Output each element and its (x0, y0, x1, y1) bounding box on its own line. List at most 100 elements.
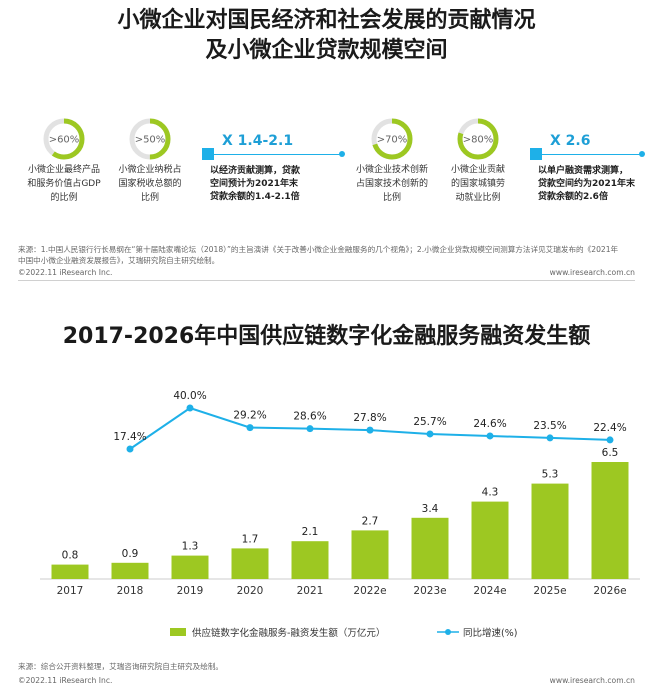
stat-donut-3: >70% (370, 117, 414, 165)
multiplier-line-end (639, 151, 645, 157)
bar (171, 555, 209, 579)
website-bottom: www.iresearch.com.cn (549, 676, 635, 685)
donut-percent: >70% (377, 135, 408, 146)
donut-percent: >50% (135, 135, 166, 146)
stat-label-line: 的国家城镇劳 (450, 179, 505, 189)
growth-label: 27.8% (353, 412, 386, 424)
source-note-1-line: 来源：1.中国人民银行行长易纲在“第十届陆家嘴论坛（2018）”的主旨演讲《关于… (18, 245, 619, 254)
bar (531, 483, 569, 579)
legend-line-label: 同比增速(%) (463, 628, 518, 639)
x-tick-label: 2018 (117, 585, 144, 597)
stat-label-line: 比例 (382, 193, 401, 203)
multiplier-description-line: 贷款空间约为2021年末 (538, 179, 636, 189)
bar-value-label: 0.9 (122, 548, 139, 560)
bar (111, 562, 149, 579)
stat-label-line: 和服务价值占GDP (27, 179, 101, 189)
growth-point (546, 434, 554, 442)
growth-point (126, 445, 134, 453)
donut-ring: >70% (371, 118, 413, 160)
multiplier-description-line: 以单户融资需求测算， (538, 166, 629, 176)
donut-fill (457, 118, 499, 160)
bar-value-label: 1.7 (242, 533, 259, 545)
growth-point (606, 436, 614, 444)
x-tick-label: 2026e (593, 585, 626, 597)
growth-point (246, 424, 254, 432)
stat-label-4: 小微企业贡献 的国家城镇劳 动就业比例 (434, 163, 522, 205)
growth-point (186, 404, 194, 412)
bar-value-label: 1.3 (182, 541, 199, 553)
growth-point (366, 426, 374, 434)
divider (18, 280, 635, 281)
donut-ring: >80% (457, 118, 499, 160)
bar (591, 462, 629, 579)
growth-point (426, 430, 434, 438)
growth-label: 23.5% (533, 420, 566, 432)
multiplier-description-line: 贷款余额的1.4-2.1倍 (210, 192, 300, 202)
stat-label-line: 小微企业最终产品 (27, 165, 100, 175)
multiplier-description: 以单户融资需求测算， 贷款空间约为2021年末 贷款余额的2.6倍 (538, 165, 635, 204)
bar-value-label: 6.5 (602, 447, 619, 459)
bar-value-label: 0.8 (62, 550, 79, 562)
chart-title: 2017-2026年中国供应链数字化金融服务融资发生额 (62, 324, 591, 349)
legend-line: 同比增速(%) (437, 625, 517, 639)
stat-label-line: 小微企业纳税占 (118, 165, 182, 175)
multiplier-marker (202, 148, 214, 160)
stat-donut-2: >50% (128, 117, 172, 165)
page-title-line1: 小微企业对国民经济和社会发展的贡献情况 (117, 8, 536, 33)
copyright: ©2022.11 iResearch Inc. (18, 268, 113, 277)
bar (411, 517, 449, 579)
x-tick-label: 2017 (57, 585, 84, 597)
donut-ring: >60% (43, 118, 85, 160)
multiplier-marker (530, 148, 542, 160)
multiplier-description-line: 以经济贡献测算，贷款 (210, 166, 301, 176)
bar-value-label: 3.4 (422, 503, 439, 515)
multiplier-description-line: 空间预计为2021年末 (210, 179, 299, 189)
growth-label: 28.6% (293, 411, 326, 423)
stat-label-line: 动就业比例 (455, 193, 501, 203)
growth-label: 29.2% (233, 410, 266, 422)
stat-label-3: 小微企业技术创新 占国家技术创新的 比例 (348, 163, 436, 205)
donut-fill (129, 118, 171, 160)
page-title-line2: 及小微企业贷款规模空间 (205, 38, 448, 63)
donut-fill (371, 118, 413, 160)
donut-fill (43, 118, 85, 160)
growth-point (306, 425, 314, 433)
x-tick-label: 2020 (237, 585, 264, 597)
donut-percent: >60% (49, 135, 80, 146)
bar (291, 541, 329, 579)
growth-point (486, 432, 494, 440)
multiplier-description: 以经济贡献测算，贷款 空间预计为2021年末 贷款余额的1.4-2.1倍 (210, 165, 300, 204)
bar (231, 548, 269, 579)
legend-bar-label: 供应链数字化金融服务-融资发生额（万亿元） (192, 628, 386, 639)
legend-line-swatch (437, 629, 459, 635)
x-tick-label: 2025e (533, 585, 566, 597)
stat-label-line: 国家税收总额的 (118, 179, 182, 189)
x-tick-label: 2021 (297, 585, 324, 597)
bar (471, 501, 509, 579)
growth-label: 17.4% (113, 431, 146, 443)
stat-donut-1: >60% (42, 117, 86, 165)
source-note-1-line: 中国中小微企业融资发展报告》，艾瑞研究院自主研究绘制。 (18, 256, 220, 265)
bar-line-chart: 0.8 2017 0.9 2018 1.3 2019 1.7 2020 2.1 2021 2.7 20… (40, 390, 640, 597)
donut-percent: >80% (463, 135, 494, 146)
source-note-2: 来源：综合公开资料整理，艾瑞咨询研究院自主研究及绘制。 (18, 662, 224, 671)
legend-bar-swatch (170, 628, 186, 636)
bar (51, 564, 89, 579)
bar-value-label: 5.3 (542, 469, 559, 481)
bar-value-label: 2.1 (302, 526, 319, 538)
multiplier-description-line: 贷款余额的2.6倍 (538, 192, 608, 202)
stat-label-line: 小微企业技术创新 (355, 165, 428, 175)
stat-label-1: 小微企业最终产品 和服务价值占GDP 的比例 (20, 163, 108, 205)
source-note-1: 来源：1.中国人民银行行长易纲在“第十届陆家嘴论坛（2018）”的主旨演讲《关于… (18, 244, 643, 266)
x-tick-label: 2019 (177, 585, 204, 597)
multiplier-line (542, 154, 642, 155)
website: www.iresearch.com.cn (549, 268, 635, 277)
multiplier-line-end (339, 151, 345, 157)
growth-label: 25.7% (413, 416, 446, 428)
bar-value-label: 2.7 (362, 515, 379, 527)
bar (351, 530, 389, 579)
multiplier-value: X 1.4-2.1 (222, 133, 294, 149)
growth-label: 24.6% (473, 418, 506, 430)
multiplier-value: X 2.6 (550, 133, 591, 149)
x-tick-label: 2023e (413, 585, 446, 597)
